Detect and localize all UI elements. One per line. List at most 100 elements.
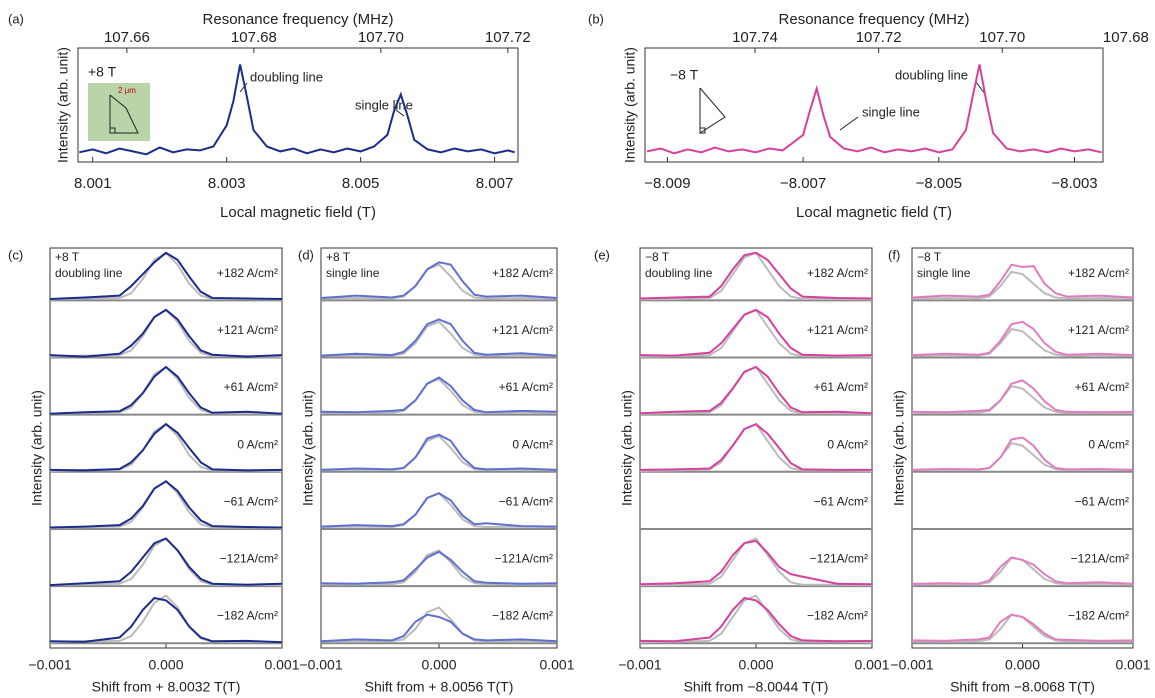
top-tick-label: 107.72 (485, 29, 531, 46)
row-label: 0 A/cm² (237, 437, 278, 451)
inset-corner (699, 127, 706, 134)
spectrum-line (79, 64, 515, 156)
x-tick-label: 0.000 (1005, 657, 1040, 673)
x-tick-label: 8.001 (74, 175, 112, 192)
annotation: doubling line (895, 67, 968, 82)
panel-label: (b) (588, 11, 604, 26)
x-tick-label: 0.001 (539, 657, 574, 673)
row-label: −182 A/cm² (807, 609, 868, 623)
pointer (839, 116, 859, 131)
inset-outline (699, 87, 726, 134)
row-label: −121A/cm² (495, 552, 553, 566)
x-tick-label: 8.005 (342, 175, 380, 192)
spectrum-line (320, 376, 558, 414)
x-tick-label: −0.001 (618, 657, 661, 673)
x-tick-label: 8.007 (476, 175, 514, 192)
spectrum-line (911, 263, 1134, 299)
row-label: +121 A/cm² (492, 323, 553, 337)
panel-label: (a) (8, 11, 24, 26)
row-label: +182 A/cm² (217, 266, 278, 280)
spectrum-line (911, 320, 1134, 357)
top-axis-title: Resonance frequency (MHz) (779, 11, 970, 28)
y-axis-title: Intensity (arb. unit) (300, 390, 316, 506)
x-tick-label: −8.007 (780, 175, 826, 192)
annotation: doubling line (55, 266, 123, 280)
spectrum-line (320, 613, 558, 643)
x-tick-label: −0.001 (890, 657, 933, 673)
x-tick-label: 0.001 (1115, 657, 1150, 673)
x-axis-title: Local magnetic field (T) (220, 204, 376, 221)
pointer (975, 81, 986, 95)
x-tick-label: −8.005 (916, 175, 962, 192)
annotation: −8 T (670, 67, 699, 83)
row-label: −182 A/cm² (1068, 609, 1129, 623)
spectrum-line (639, 365, 873, 415)
row-label: +182 A/cm² (492, 266, 553, 280)
y-axis-title: Intensity (arb. unit) (622, 47, 638, 163)
row-label: +121 A/cm² (1068, 323, 1129, 337)
top-tick-label: 107.70 (979, 29, 1025, 46)
spectrum-line (639, 423, 872, 471)
panel-label: (f) (888, 247, 900, 262)
row-label: −61 A/cm² (499, 494, 553, 508)
top-axis-title: Resonance frequency (MHz) (203, 11, 394, 28)
annotation: −8 T (917, 250, 942, 264)
inset-image (88, 83, 150, 141)
reference-line (320, 549, 558, 586)
row-label: −121A/cm² (1071, 552, 1129, 566)
top-tick-label: 107.68 (1103, 29, 1149, 46)
x-tick-label: −8.003 (1051, 175, 1097, 192)
panel-label: (d) (298, 247, 314, 262)
spectrum-line (49, 365, 283, 415)
x-axis-title: Local magnetic field (T) (796, 204, 952, 221)
annotation: doubling line (645, 266, 713, 280)
spectrum-line (49, 596, 283, 644)
top-tick-label: 107.72 (856, 29, 902, 46)
spectrum-line (320, 433, 558, 471)
inset-corner (109, 127, 116, 134)
spectrum-line (639, 308, 873, 357)
inset-outline (109, 94, 139, 134)
x-tick-label: −0.001 (299, 657, 342, 673)
row-label: +61 A/cm² (499, 380, 553, 394)
annotation: single line (917, 266, 971, 280)
top-tick-label: 107.74 (732, 29, 778, 46)
y-axis-title: Intensity (arb. unit) (891, 390, 907, 506)
top-tick-label: 107.68 (231, 29, 277, 46)
spectrum-line (320, 318, 558, 357)
plot-frame (77, 47, 519, 163)
spectrum-line (320, 492, 558, 528)
top-tick-label: 107.70 (358, 29, 404, 46)
reference-line (911, 270, 1134, 300)
annotation: 2 μm (118, 86, 136, 95)
y-axis-title: Intensity (arb. unit) (619, 390, 635, 506)
spectrum-line (911, 379, 1134, 414)
annotation: +8 T (55, 250, 80, 264)
row-label: +182 A/cm² (1068, 266, 1129, 280)
annotation: +8 T (326, 250, 351, 264)
spectrum-line (320, 550, 558, 585)
row-label: 0 A/cm² (1088, 437, 1129, 451)
row-label: 0 A/cm² (827, 437, 868, 451)
reference-line (639, 594, 873, 644)
x-tick-label: 0.000 (148, 657, 183, 673)
panel-label: (e) (594, 247, 610, 262)
x-tick-label: 0.001 (854, 657, 889, 673)
x-axis-title: Shift from −8.0044 T(T) (684, 679, 829, 695)
spectrum-line (911, 556, 1134, 585)
plot-frame (644, 47, 1104, 163)
x-tick-label: −8.009 (644, 175, 690, 192)
annotation: single line (862, 104, 920, 119)
row-label: −121A/cm² (810, 552, 868, 566)
x-axis-title: Shift from + 8.0056 T(T) (365, 679, 514, 695)
x-tick-label: 0.000 (738, 657, 773, 673)
row-label: −182 A/cm² (217, 609, 278, 623)
row-label: +121 A/cm² (217, 323, 278, 337)
annotation: doubling line (250, 69, 323, 84)
spectrum-line (646, 64, 1102, 155)
annotation: +8 T (88, 64, 117, 80)
spectrum-line (639, 251, 873, 300)
row-label: −61 A/cm² (814, 494, 868, 508)
row-label: 0 A/cm² (512, 437, 553, 451)
top-tick-label: 107.66 (104, 29, 150, 46)
